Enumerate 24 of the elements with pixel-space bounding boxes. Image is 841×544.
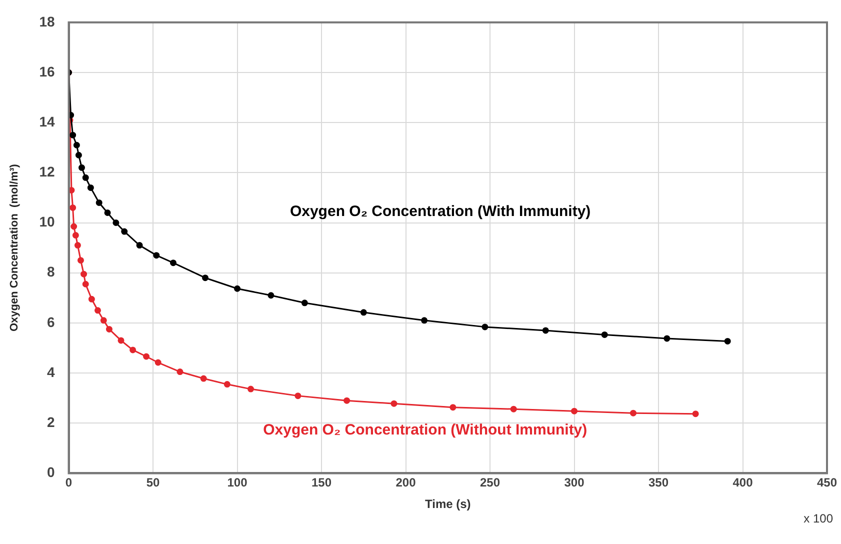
x-tick-label: 350 xyxy=(648,476,669,490)
y-tick-label: 10 xyxy=(39,214,55,230)
x-tick-label: 250 xyxy=(480,476,500,490)
text: x 100 xyxy=(804,512,834,526)
x-tick-label: 150 xyxy=(312,476,332,490)
y-tick-label: 12 xyxy=(39,164,55,180)
x-tick-label: 0 xyxy=(65,476,72,490)
x-tick-label: 200 xyxy=(396,476,416,490)
annotation: Oxygen O₂ Concentration (Without Immunity) xyxy=(263,422,588,439)
y-tick-label: 16 xyxy=(39,63,55,80)
y-tick-label: 14 xyxy=(39,113,55,130)
x-tick-label: 50 xyxy=(146,476,160,490)
x-axis-title: Time (s) xyxy=(424,497,471,512)
y-tick-label: 18 xyxy=(39,13,55,30)
x-tick-label: 100 xyxy=(227,476,248,490)
y-tick-label: 2 xyxy=(46,414,55,430)
x-tick-label: 300 xyxy=(564,476,585,490)
annotation: Oxygen O₂ Concentration (With Immunity) xyxy=(290,202,591,220)
y-tick-label: 8 xyxy=(46,264,55,280)
x-tick-label: 450 xyxy=(816,476,838,490)
y-axis-title: Oxygen Concentration (mol/m³) xyxy=(8,164,21,332)
y-tick-label: 4 xyxy=(46,364,55,380)
x-tick-label: 400 xyxy=(732,476,754,490)
y-tick-label: 6 xyxy=(46,314,55,330)
